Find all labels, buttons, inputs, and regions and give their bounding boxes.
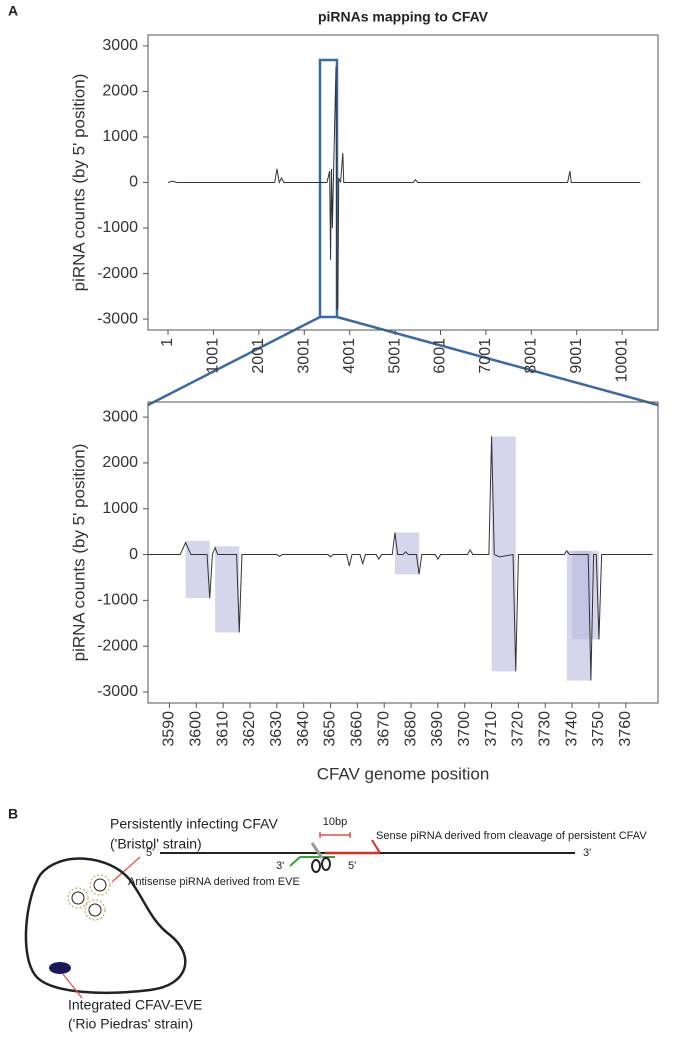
y-tick-label: 3000 [102, 408, 138, 425]
panel-label: A [8, 3, 18, 19]
y-tick-label: -2000 [97, 265, 138, 282]
data-line [148, 436, 653, 681]
x-tick-label: 3760 [617, 711, 634, 747]
x-tick-label: 3690 [429, 711, 446, 747]
x-tick-label: 1 [159, 338, 176, 347]
x-tick-label: 3660 [349, 711, 366, 747]
y-tick-label: -1000 [97, 219, 138, 236]
pointer [111, 856, 141, 883]
x-tick-label: 10001 [613, 338, 630, 383]
pointer [62, 973, 83, 999]
y-tick-label: 0 [129, 546, 138, 563]
x-tick-label: 2001 [250, 338, 267, 374]
end-label: 5' [146, 847, 154, 859]
x-tick-label: 1001 [205, 338, 222, 374]
x-tick-label: 3620 [241, 711, 258, 747]
x-tick-label: 3730 [536, 711, 553, 747]
antisense-label: Antisense piRNA derived from EVE [128, 876, 300, 888]
cell [24, 857, 187, 995]
y-tick-label: 2000 [102, 83, 138, 100]
y-axis-label: piRNA counts (by 5' position) [69, 444, 88, 662]
x-tick-label: 5001 [386, 338, 403, 374]
y-tick-label: -2000 [97, 637, 138, 654]
virus-label: Persistently infecting CFAV [110, 816, 278, 832]
end-label: 5' [348, 860, 356, 872]
zoom-line [147, 315, 321, 407]
x-tick-label: 9001 [568, 338, 585, 374]
scale-label: 10bp [323, 816, 347, 828]
virus-strain: ('Bristol' strain) [110, 836, 202, 852]
data-line [167, 66, 641, 311]
y-tick-label: -3000 [97, 310, 138, 327]
x-tick-label: 3630 [268, 711, 285, 747]
x-tick-label: 4001 [341, 338, 358, 374]
panel-label: B [8, 806, 18, 822]
x-tick-label: 3710 [483, 711, 500, 747]
x-tick-label: 3590 [161, 711, 178, 747]
y-tick-label: 1000 [102, 500, 138, 517]
x-tick-label: 3610 [214, 711, 231, 747]
x-tick-label: 3001 [295, 338, 312, 374]
virions [67, 874, 111, 921]
sense-label: Sense piRNA derived from cleavage of per… [376, 830, 647, 842]
y-tick-label: 2000 [102, 454, 138, 471]
x-tick-label: 3700 [456, 711, 473, 747]
x-tick-label: 3670 [375, 711, 392, 747]
antisense-pirna [289, 856, 301, 867]
y-tick-label: -1000 [97, 592, 138, 609]
x-tick-label: 3640 [295, 711, 312, 747]
chart-title: piRNAs mapping to CFAV [318, 9, 489, 25]
x-tick-label: 8001 [523, 338, 540, 374]
eve-label: Integrated CFAV-EVE [68, 997, 202, 1013]
x-tick-label: 3750 [590, 711, 607, 747]
x-axis-label: CFAV genome position [317, 764, 490, 783]
scale-bracket [319, 832, 351, 838]
end-label: 3' [276, 860, 284, 872]
highlight [491, 436, 516, 672]
plot-frame [147, 401, 659, 704]
highlight [572, 550, 599, 640]
y-tick-label: -3000 [97, 683, 138, 700]
eve-strain: ('Rio Piedras' strain) [68, 1016, 193, 1032]
y-tick-label: 0 [129, 174, 138, 191]
zoom-line [336, 315, 659, 407]
y-tick-label: 1000 [102, 128, 138, 145]
y-tick-label: 3000 [102, 37, 138, 54]
sense-pirna [371, 839, 381, 854]
y-axis-label: piRNA counts (by 5' position) [69, 74, 88, 292]
x-tick-label: 6001 [432, 338, 449, 374]
scissors [310, 842, 331, 873]
x-tick-label: 3740 [563, 711, 580, 747]
highlight [215, 546, 240, 633]
x-tick-label: 3680 [402, 711, 419, 747]
x-tick-label: 7001 [477, 338, 494, 374]
end-label: 3' [583, 847, 591, 859]
zoom-box [318, 58, 339, 319]
x-tick-label: 3650 [322, 711, 339, 747]
highlight [185, 540, 210, 599]
x-tick-label: 3600 [188, 711, 205, 747]
eve-nucleus [49, 962, 71, 974]
x-tick-label: 3720 [510, 711, 527, 747]
